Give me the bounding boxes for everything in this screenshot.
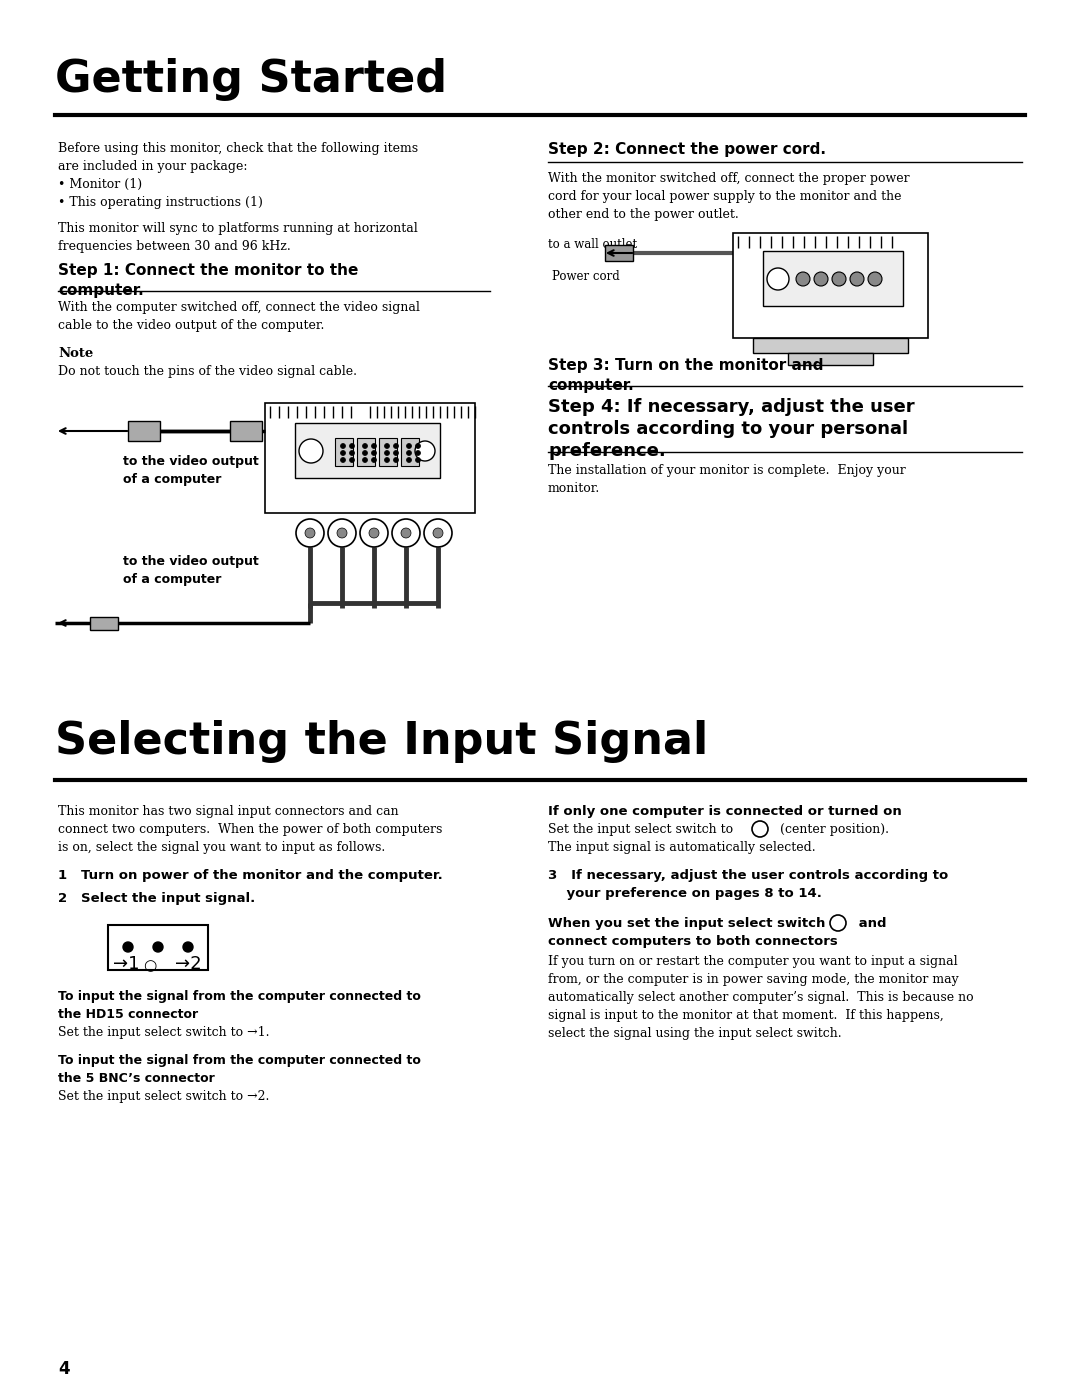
Text: Do not touch the pins of the video signal cable.: Do not touch the pins of the video signa… <box>58 365 357 379</box>
Text: your preference on pages 8 to 14.: your preference on pages 8 to 14. <box>548 887 822 900</box>
Text: computer.: computer. <box>548 379 634 393</box>
Text: cable to the video output of the computer.: cable to the video output of the compute… <box>58 319 324 332</box>
Text: to a wall outlet: to a wall outlet <box>548 237 637 251</box>
Text: To input the signal from the computer connected to: To input the signal from the computer co… <box>58 1053 421 1067</box>
Text: Getting Started: Getting Started <box>55 59 447 101</box>
Text: To input the signal from the computer connected to: To input the signal from the computer co… <box>58 990 421 1003</box>
Text: other end to the power outlet.: other end to the power outlet. <box>548 208 739 221</box>
Text: With the monitor switched off, connect the proper power: With the monitor switched off, connect t… <box>548 172 909 184</box>
Text: are included in your package:: are included in your package: <box>58 161 247 173</box>
Text: This monitor has two signal input connectors and can: This monitor has two signal input connec… <box>58 805 399 819</box>
Text: The installation of your monitor is complete.  Enjoy your: The installation of your monitor is comp… <box>548 464 906 476</box>
Text: to the video output: to the video output <box>123 555 259 569</box>
Text: 3   If necessary, adjust the user controls according to: 3 If necessary, adjust the user controls… <box>548 869 948 882</box>
Text: The input signal is automatically selected.: The input signal is automatically select… <box>548 841 815 854</box>
Text: signal is input to the monitor at that moment.  If this happens,: signal is input to the monitor at that m… <box>548 1009 944 1023</box>
Text: 2   Select the input signal.: 2 Select the input signal. <box>58 893 255 905</box>
Text: to the video output: to the video output <box>123 455 259 468</box>
Text: Step 2: Connect the power cord.: Step 2: Connect the power cord. <box>548 142 826 156</box>
Text: the HD15 connector: the HD15 connector <box>58 1009 198 1021</box>
Text: This monitor will sync to platforms running at horizontal: This monitor will sync to platforms runn… <box>58 222 418 235</box>
Text: Selecting the Input Signal: Selecting the Input Signal <box>55 719 708 763</box>
Text: of a computer: of a computer <box>123 573 221 585</box>
Text: When you set the input select switch to: When you set the input select switch to <box>548 916 846 930</box>
Text: connect computers to both connectors: connect computers to both connectors <box>548 935 838 949</box>
Text: Set the input select switch to →2.: Set the input select switch to →2. <box>58 1090 269 1104</box>
Text: select the signal using the input select switch.: select the signal using the input select… <box>548 1027 841 1039</box>
Text: If you turn on or restart the computer you want to input a signal: If you turn on or restart the computer y… <box>548 956 958 968</box>
Text: the 5 BNC’s connector: the 5 BNC’s connector <box>58 1071 215 1085</box>
Text: frequencies between 30 and 96 kHz.: frequencies between 30 and 96 kHz. <box>58 240 291 253</box>
Text: Note: Note <box>58 346 93 360</box>
Text: • Monitor (1): • Monitor (1) <box>58 177 143 191</box>
Text: and: and <box>854 916 887 930</box>
Text: Step 1: Connect the monitor to the: Step 1: Connect the monitor to the <box>58 263 359 278</box>
Text: 4: 4 <box>58 1361 69 1377</box>
Text: cord for your local power supply to the monitor and the: cord for your local power supply to the … <box>548 190 902 203</box>
Text: automatically select another computer’s signal.  This is because no: automatically select another computer’s … <box>548 990 974 1004</box>
Text: Power cord: Power cord <box>552 270 620 284</box>
Text: controls according to your personal: controls according to your personal <box>548 420 908 439</box>
Text: If only one computer is connected or turned on: If only one computer is connected or tur… <box>548 805 902 819</box>
Text: connect two computers.  When the power of both computers: connect two computers. When the power of… <box>58 823 443 835</box>
Text: →1: →1 <box>113 956 139 972</box>
Text: Step 3: Turn on the monitor and: Step 3: Turn on the monitor and <box>548 358 824 373</box>
Text: ○: ○ <box>144 958 157 972</box>
Text: Set the input select switch to →1.: Set the input select switch to →1. <box>58 1025 270 1039</box>
Text: computer.: computer. <box>58 284 144 298</box>
Text: Set the input select switch to: Set the input select switch to <box>548 823 733 835</box>
Text: preference.: preference. <box>548 441 665 460</box>
Text: from, or the computer is in power saving mode, the monitor may: from, or the computer is in power saving… <box>548 972 959 986</box>
Text: monitor.: monitor. <box>548 482 600 495</box>
Text: With the computer switched off, connect the video signal: With the computer switched off, connect … <box>58 300 420 314</box>
Text: →2: →2 <box>175 956 202 972</box>
Text: Before using this monitor, check that the following items: Before using this monitor, check that th… <box>58 142 418 155</box>
Text: • This operating instructions (1): • This operating instructions (1) <box>58 196 262 210</box>
Text: Step 4: If necessary, adjust the user: Step 4: If necessary, adjust the user <box>548 398 915 416</box>
Text: 1   Turn on power of the monitor and the computer.: 1 Turn on power of the monitor and the c… <box>58 869 443 882</box>
Text: (center position).: (center position). <box>777 823 889 835</box>
Text: of a computer: of a computer <box>123 474 221 486</box>
Text: is on, select the signal you want to input as follows.: is on, select the signal you want to inp… <box>58 841 386 854</box>
